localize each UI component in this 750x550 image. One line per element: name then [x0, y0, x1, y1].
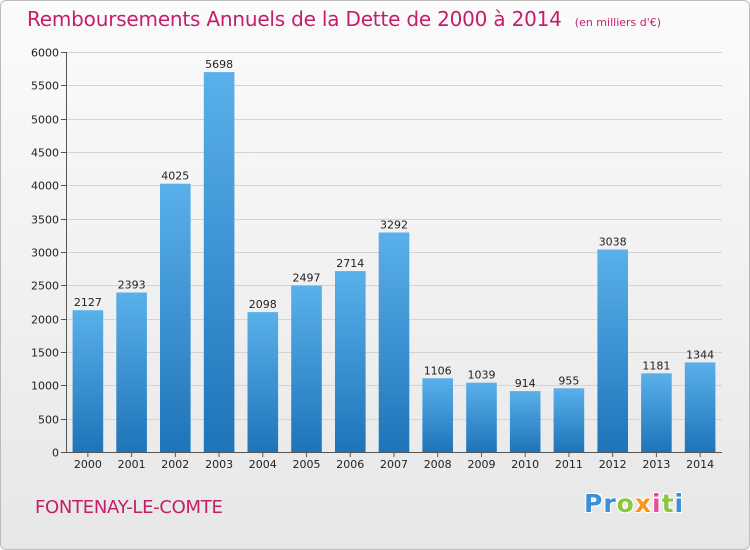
x-tick-label: 2003 — [205, 458, 233, 471]
logo-letter: r — [603, 489, 617, 518]
commune-name: FONTENAY-LE-COMTE — [35, 497, 223, 518]
x-tick-label: 2014 — [686, 458, 714, 471]
y-tick-label: 1000 — [31, 380, 59, 393]
x-tick-label: 2007 — [380, 458, 408, 471]
y-tick-label: 1500 — [31, 347, 59, 360]
x-tick-label: 2009 — [468, 458, 496, 471]
data-labels: 2127 2393 4025 5698 2098 2497 2714 3292 1106 1039… — [74, 58, 714, 390]
data-label-2013: 1181 — [642, 359, 670, 372]
data-label-2001: 2393 — [118, 279, 146, 292]
bar-2005 — [291, 285, 322, 452]
data-label-2011: 955 — [558, 374, 579, 387]
x-tick-label: 2000 — [74, 458, 102, 471]
x-tick-label: 2004 — [249, 458, 277, 471]
x-tick-label: 2008 — [424, 458, 452, 471]
x-tick-label: 2002 — [161, 458, 189, 471]
bar-2012 — [597, 249, 628, 452]
bars — [72, 72, 716, 452]
x-tick-label: 2006 — [336, 458, 364, 471]
y-tick-label: 2000 — [31, 314, 59, 327]
bar-2013 — [641, 373, 672, 452]
y-tick-label: 4000 — [31, 180, 59, 193]
y-tick-label: 4500 — [31, 147, 59, 160]
bar-2003 — [203, 72, 235, 452]
bar-2008 — [422, 378, 453, 452]
data-label-2002: 4025 — [161, 170, 189, 183]
y-tick-label: 500 — [38, 414, 59, 427]
data-label-2004: 2098 — [249, 298, 277, 311]
data-label-2006: 2714 — [336, 257, 364, 270]
y-tick-label: 5000 — [31, 114, 59, 127]
x-tick-label: 2013 — [642, 458, 670, 471]
axes: 0 500 1000 1500 2000 2500 3000 3500 4000 4500 5000… — [31, 47, 722, 471]
x-tick-label: 2005 — [293, 458, 321, 471]
logo-letter: o — [616, 489, 635, 518]
bar-2007 — [378, 232, 410, 452]
y-tick-label: 0 — [52, 447, 59, 460]
bar-2000 — [72, 310, 104, 452]
proxiti-logo: Proxiti — [584, 489, 684, 518]
y-tick-label: 3000 — [31, 247, 59, 260]
y-tick-label: 2500 — [31, 280, 59, 293]
bar-2009 — [466, 382, 497, 452]
bar-2014 — [684, 362, 716, 452]
logo-letter: t — [661, 489, 675, 518]
bar-2006 — [335, 271, 366, 452]
data-label-2007: 3292 — [380, 219, 408, 232]
x-tick-label: 2011 — [555, 458, 583, 471]
logo-letter: i — [674, 489, 685, 518]
data-label-2012: 3038 — [599, 236, 627, 249]
y-tick-label: 3500 — [31, 214, 59, 227]
bar-2002 — [160, 183, 191, 452]
data-label-2005: 2497 — [293, 272, 321, 285]
y-tick-label: 5500 — [31, 80, 59, 93]
chart-subtitle: (en milliers d'€) — [574, 16, 662, 29]
x-tick-label: 2001 — [118, 458, 146, 471]
data-label-2000: 2127 — [74, 296, 102, 309]
bar-2001 — [116, 292, 147, 452]
data-label-2014: 1344 — [686, 348, 714, 361]
bar-2010 — [509, 391, 541, 452]
logo-letter: P — [584, 489, 604, 518]
data-label-2009: 1039 — [468, 369, 496, 382]
chart-title: Remboursements Annuels de la Dette de 20… — [27, 7, 562, 31]
x-tick-label: 2010 — [511, 458, 539, 471]
data-label-2008: 1106 — [424, 364, 452, 377]
bar-2011 — [553, 388, 585, 452]
logo-letter: x — [634, 489, 652, 518]
chart-header: Remboursements Annuels de la Dette de 20… — [27, 7, 661, 31]
data-label-2010: 914 — [515, 377, 536, 390]
y-tick-label: 6000 — [31, 47, 59, 60]
bar-2004 — [247, 312, 279, 452]
data-label-2003: 5698 — [205, 58, 233, 71]
x-tick-label: 2012 — [599, 458, 627, 471]
logo-letter: i — [652, 489, 662, 518]
